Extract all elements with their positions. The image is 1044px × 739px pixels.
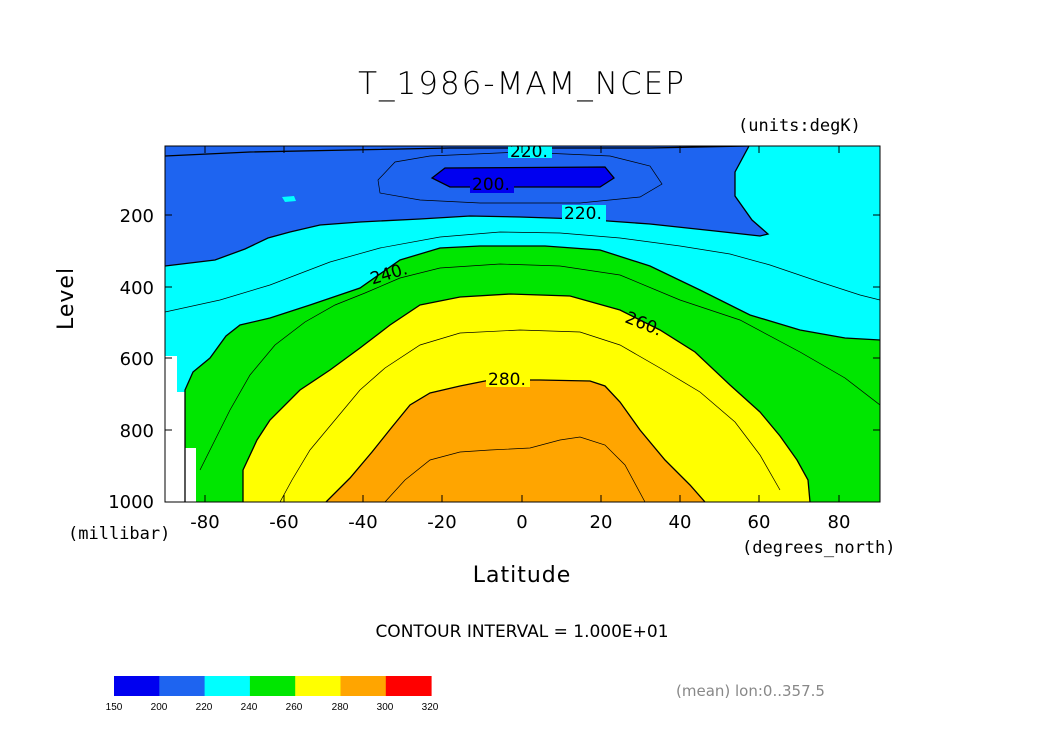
x-tick-label: 0 — [516, 512, 527, 533]
contour-interval-text: CONTOUR INTERVAL = 1.000E+01 — [375, 622, 669, 642]
fill-below-200 — [432, 167, 614, 187]
fill-280-300 — [326, 380, 705, 502]
colorbar-tick-label: 260 — [286, 702, 303, 713]
contour-fill-layer: 220. 200. 220. 240. 260. 280. — [165, 142, 880, 502]
x-axis-label: Latitude — [472, 563, 572, 588]
colorbar-tick-label: 280 — [332, 702, 349, 713]
colorbar-swatch — [385, 676, 432, 696]
colorbar-swatch — [249, 676, 296, 696]
x-tick-label: 80 — [828, 512, 851, 533]
mean-longitude-label: (mean) lon:0..357.5 — [676, 682, 825, 700]
missing-data-patch — [165, 356, 196, 502]
colorbar-tick-label: 240 — [241, 702, 258, 713]
colorbar-tick-label: 200 — [151, 702, 168, 713]
contour-label-220-top: 220. — [510, 142, 548, 162]
x-tick-label: 20 — [590, 512, 613, 533]
x-tick-labels: -80 -60 -40 -20 0 20 40 60 80 — [190, 512, 850, 533]
contour-label-280: 280. — [488, 370, 526, 390]
chart-title: T_1986-MAM_NCEP — [358, 66, 686, 102]
contour-label-220-lower: 220. — [564, 204, 602, 224]
colorbar-tick-label: 150 — [106, 702, 123, 713]
colorbar-swatch — [114, 676, 160, 696]
axis-ticks — [165, 146, 880, 502]
colorbar — [114, 676, 432, 696]
x-tick-label: -40 — [348, 512, 377, 533]
colorbar-swatch — [340, 676, 387, 696]
colorbar-tick-label: 300 — [377, 702, 394, 713]
contour-label-200: 200. — [472, 175, 510, 195]
y-axis-units: (millibar) — [68, 524, 171, 544]
y-tick-label: 400 — [120, 278, 154, 299]
x-tick-label: 60 — [748, 512, 771, 533]
y-tick-label: 1000 — [108, 492, 154, 513]
units-label: (units:degK) — [738, 116, 861, 136]
y-tick-label: 600 — [120, 349, 154, 370]
y-tick-label: 800 — [120, 421, 154, 442]
x-tick-label: -20 — [427, 512, 456, 533]
colorbar-tick-labels: 150 200 220 240 260 280 300 320 — [106, 702, 439, 713]
colorbar-swatch — [295, 676, 341, 696]
x-tick-label: 40 — [669, 512, 692, 533]
x-tick-label: -80 — [190, 512, 219, 533]
x-axis-units: (degrees_north) — [742, 538, 896, 558]
fill-200-220 — [165, 146, 768, 266]
minor-contours — [165, 151, 880, 502]
contour-labels: 220. 200. 220. 240. 260. 280. — [368, 142, 665, 390]
colorbar-tick-label: 320 — [422, 702, 439, 713]
x-tick-label: -60 — [269, 512, 298, 533]
small-blob — [282, 196, 296, 202]
y-tick-labels: 200 400 600 800 1000 — [108, 206, 154, 513]
colorbar-swatch — [204, 676, 251, 696]
colorbar-tick-label: 220 — [196, 702, 213, 713]
y-tick-label: 200 — [120, 206, 154, 227]
colorbar-swatch — [159, 676, 206, 696]
